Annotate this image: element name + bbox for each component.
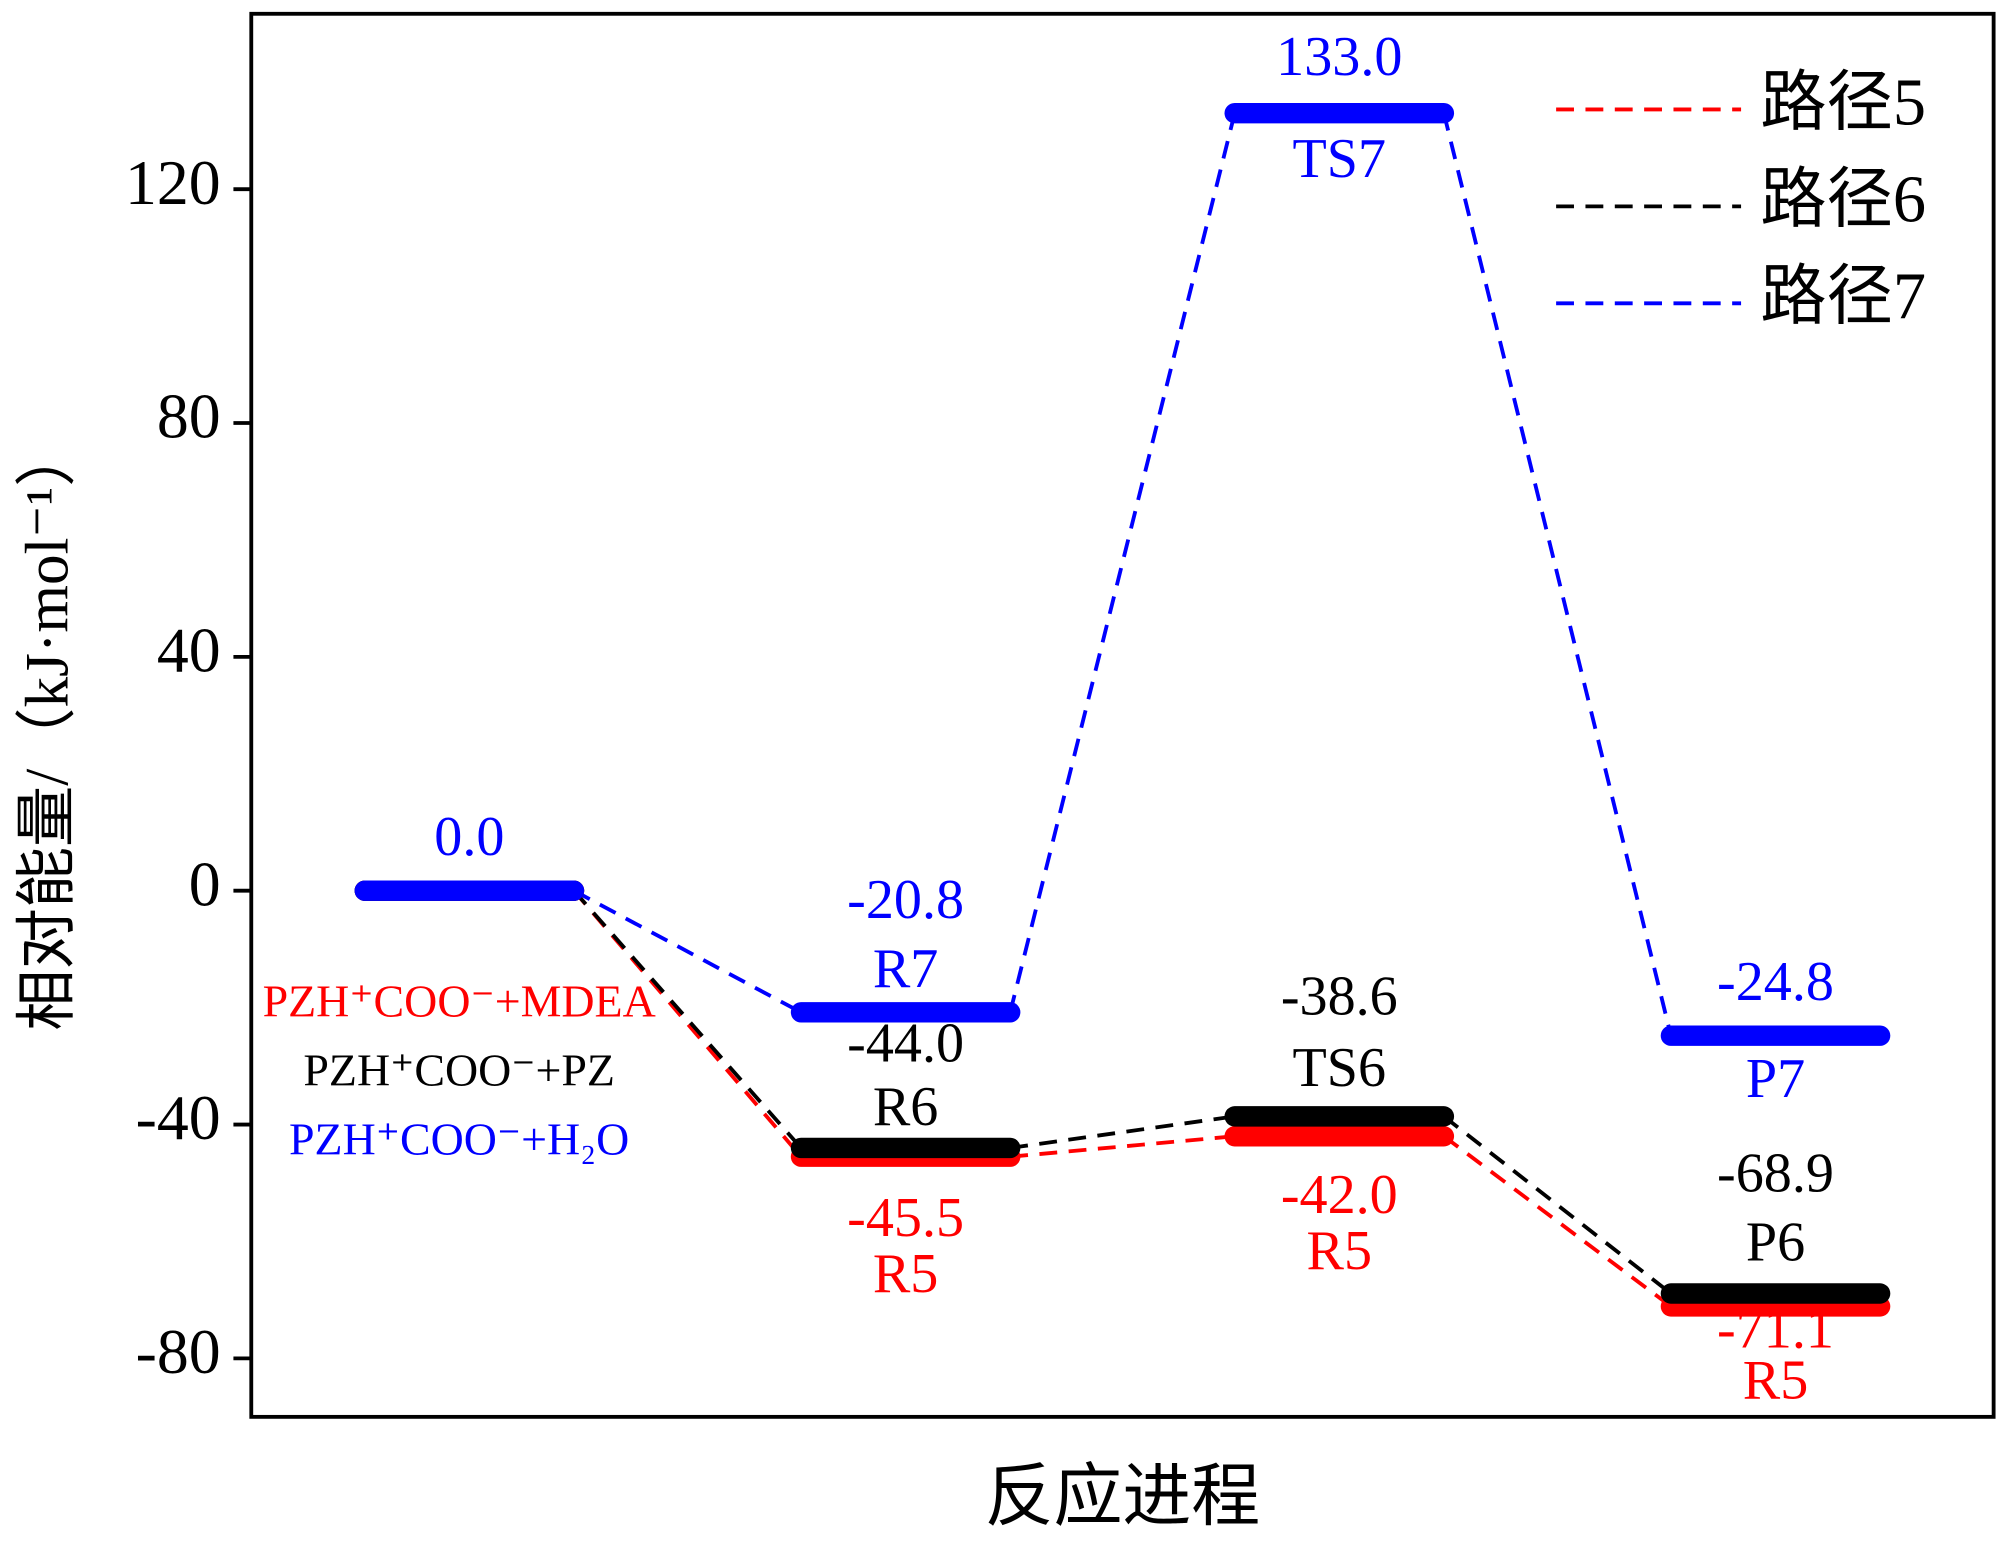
value-label: -20.8 bbox=[847, 869, 964, 931]
value-label: 133.0 bbox=[1276, 26, 1402, 88]
value-label: -45.5 bbox=[847, 1187, 964, 1249]
legend-label: 路径5 bbox=[1760, 67, 1926, 140]
connector bbox=[1442, 1134, 1673, 1308]
y-tick-label: 40 bbox=[157, 615, 221, 686]
point-label: R7 bbox=[873, 938, 938, 1000]
legend-label: 路径6 bbox=[1760, 164, 1926, 237]
point-label: P7 bbox=[1746, 1048, 1805, 1110]
point-label: TS6 bbox=[1293, 1037, 1387, 1099]
value-label: -68.9 bbox=[1717, 1143, 1834, 1205]
y-tick-label: 120 bbox=[125, 147, 221, 218]
value-label: -42.0 bbox=[1281, 1164, 1398, 1226]
y-tick-label: -40 bbox=[136, 1082, 221, 1153]
start-label: PZH⁺COO⁻+H₂O bbox=[289, 1113, 629, 1164]
value-label: -71.1 bbox=[1717, 1298, 1834, 1360]
point-label: P6 bbox=[1746, 1211, 1805, 1273]
y-axis-label: 相对能量/（kJ·mol⁻¹） bbox=[14, 426, 82, 1031]
plot-frame bbox=[249, 11, 1996, 1419]
point-label: R5 bbox=[873, 1243, 938, 1305]
value-label: -44.0 bbox=[847, 1012, 964, 1074]
connector bbox=[1010, 1134, 1235, 1159]
point-label: R6 bbox=[873, 1076, 938, 1138]
y-tick-label: 80 bbox=[157, 381, 221, 452]
point-label: R5 bbox=[1307, 1220, 1372, 1282]
connector bbox=[1009, 1114, 1235, 1150]
point-label: TS7 bbox=[1293, 128, 1387, 190]
y-tick-label: 0 bbox=[189, 848, 221, 919]
connector bbox=[1442, 112, 1673, 1037]
legend-label: 路径7 bbox=[1760, 261, 1926, 334]
connector bbox=[1442, 1114, 1673, 1296]
connector bbox=[1008, 112, 1237, 1013]
start-label: PZH⁺COO⁻+PZ bbox=[303, 1045, 615, 1096]
y-tick-label: -80 bbox=[136, 1316, 221, 1387]
connector bbox=[573, 889, 802, 1014]
value-label: -38.6 bbox=[1281, 965, 1398, 1027]
x-axis-label: 反应进程 bbox=[985, 1458, 1260, 1534]
start-label: PZH⁺COO⁻+MDEA bbox=[263, 976, 656, 1027]
point-label: R5 bbox=[1743, 1349, 1808, 1411]
value-label: -24.8 bbox=[1717, 951, 1834, 1013]
value-label: 0.0 bbox=[434, 806, 504, 868]
